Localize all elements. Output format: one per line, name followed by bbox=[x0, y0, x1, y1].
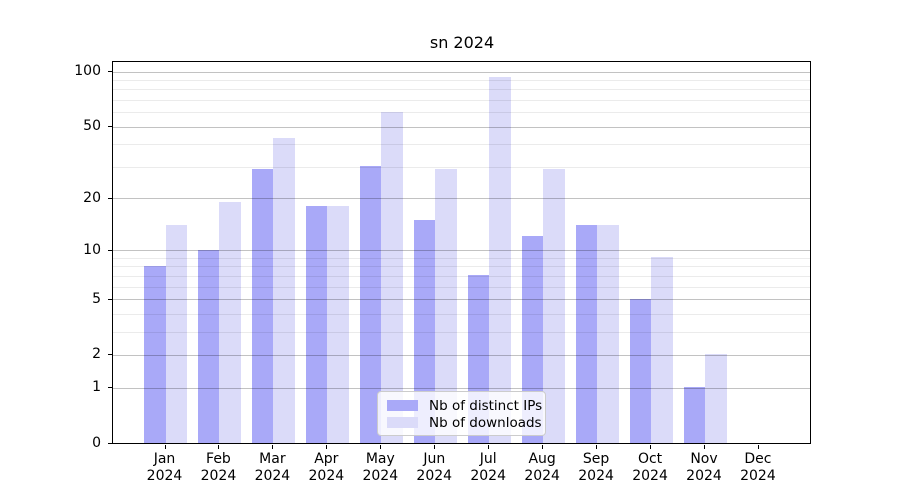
x-tick-label-jan: Jan 2024 bbox=[146, 451, 183, 484]
y-tick-mark-100 bbox=[108, 71, 112, 72]
y-tick-mark-1 bbox=[108, 387, 112, 389]
y-tick-label-2: 2 bbox=[92, 346, 101, 363]
gridline-10 bbox=[113, 250, 810, 252]
x-tick-mark-nov bbox=[704, 445, 705, 449]
bar-mar-ips bbox=[251, 168, 274, 443]
bar-sep-downloads bbox=[597, 224, 619, 443]
x-tick-label-aug: Aug 2024 bbox=[524, 451, 560, 484]
plot-area bbox=[112, 61, 811, 444]
gridline-50 bbox=[113, 126, 810, 128]
gridline-3 bbox=[113, 331, 810, 333]
x-tick-mark-dec bbox=[757, 445, 759, 449]
bar-aug-downloads bbox=[543, 168, 565, 443]
bar-apr-downloads bbox=[327, 205, 349, 443]
bar-jan-downloads bbox=[165, 224, 187, 443]
x-tick-mark-jun bbox=[434, 445, 436, 449]
bar-feb-ips bbox=[197, 249, 220, 443]
legend-label-distinct-ips: Nb of distinct IPs bbox=[429, 397, 543, 414]
y-tick-label-20: 20 bbox=[83, 189, 101, 206]
chart-title: sn 2024 bbox=[429, 33, 495, 52]
bar-sep-ips bbox=[575, 224, 598, 443]
legend-label-downloads: Nb of downloads bbox=[429, 414, 542, 431]
gridline-2 bbox=[113, 354, 810, 356]
y-tick-mark-50 bbox=[108, 126, 112, 128]
y-tick-mark-20 bbox=[108, 197, 112, 199]
x-tick-mark-sep bbox=[596, 445, 598, 449]
gridline-70 bbox=[113, 99, 810, 101]
gridline-1 bbox=[113, 387, 810, 389]
x-tick-label-jul: Jul 2024 bbox=[470, 451, 506, 484]
legend-swatch-distinct-ips bbox=[387, 400, 418, 411]
x-tick-mark-feb bbox=[218, 445, 220, 449]
gridline-6 bbox=[113, 286, 810, 288]
x-tick-mark-mar bbox=[272, 445, 274, 449]
gridline-20 bbox=[113, 198, 810, 200]
bar-may-downloads bbox=[381, 111, 403, 443]
x-tick-label-may: May 2024 bbox=[362, 451, 399, 484]
x-tick-mark-oct bbox=[650, 445, 652, 449]
y-tick-mark-0 bbox=[108, 443, 112, 444]
gridline-60 bbox=[113, 112, 810, 114]
x-tick-label-mar: Mar 2024 bbox=[254, 451, 291, 484]
bar-jun-downloads bbox=[435, 168, 457, 443]
x-tick-label-oct: Oct 2024 bbox=[632, 451, 668, 484]
y-tick-label-5: 5 bbox=[92, 290, 101, 307]
bar-mar-downloads bbox=[273, 137, 295, 443]
bar-jan-ips bbox=[144, 265, 166, 443]
y-tick-label-0: 0 bbox=[92, 435, 101, 451]
y-tick-label-1: 1 bbox=[92, 379, 101, 396]
gridline-90 bbox=[113, 79, 810, 81]
gridline-4 bbox=[113, 313, 810, 315]
x-tick-mark-jan bbox=[164, 445, 166, 449]
x-tick-label-apr: Apr 2024 bbox=[308, 451, 345, 484]
gridline-5 bbox=[113, 299, 810, 301]
x-tick-mark-aug bbox=[542, 445, 544, 449]
x-tick-mark-may bbox=[380, 445, 382, 449]
x-tick-label-sep: Sep 2024 bbox=[578, 451, 614, 484]
gridline-40 bbox=[113, 144, 810, 146]
legend-item-downloads: Nb of downloads bbox=[387, 414, 542, 431]
y-tick-label-10: 10 bbox=[83, 241, 101, 258]
bar-may-ips bbox=[359, 166, 382, 443]
gridline-30 bbox=[113, 166, 810, 168]
legend: Nb of distinct IPs Nb of downloads bbox=[377, 391, 546, 436]
y-tick-label-100: 100 bbox=[74, 63, 101, 79]
legend-swatch-downloads bbox=[387, 417, 418, 428]
bar-oct-ips bbox=[629, 298, 652, 443]
x-tick-mark-apr bbox=[326, 445, 328, 449]
y-tick-mark-5 bbox=[108, 298, 112, 300]
legend-item-distinct-ips: Nb of distinct IPs bbox=[387, 397, 542, 414]
bar-nov-ips bbox=[683, 387, 705, 443]
x-tick-mark-jul bbox=[488, 445, 490, 449]
bar-feb-downloads bbox=[219, 201, 241, 443]
bar-jun-ips bbox=[413, 219, 436, 443]
bar-oct-downloads bbox=[651, 257, 673, 443]
gridline-8 bbox=[113, 266, 810, 268]
x-tick-label-jun: Jun 2024 bbox=[416, 451, 453, 484]
bar-nov-downloads bbox=[705, 354, 727, 443]
y-tick-label-50: 50 bbox=[83, 118, 101, 135]
gridline-100 bbox=[113, 71, 810, 73]
x-tick-label-feb: Feb 2024 bbox=[200, 451, 237, 484]
y-tick-mark-2 bbox=[108, 354, 112, 356]
x-tick-label-nov: Nov 2024 bbox=[686, 451, 722, 484]
bar-jul-downloads bbox=[489, 76, 511, 443]
gridline-80 bbox=[113, 89, 810, 91]
gridline-7 bbox=[113, 275, 810, 277]
x-tick-label-dec: Dec 2024 bbox=[740, 451, 776, 484]
bar-apr-ips bbox=[305, 205, 328, 443]
y-tick-mark-10 bbox=[108, 249, 112, 251]
gridline-9 bbox=[113, 257, 810, 259]
